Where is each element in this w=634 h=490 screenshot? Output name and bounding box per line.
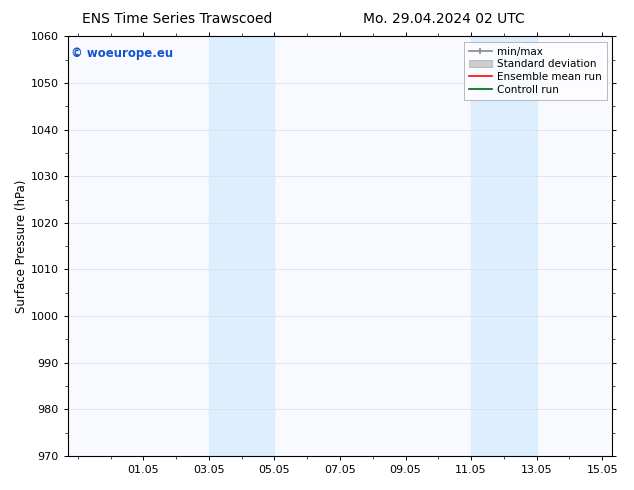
Text: Mo. 29.04.2024 02 UTC: Mo. 29.04.2024 02 UTC xyxy=(363,12,525,26)
Text: ENS Time Series Trawscoed: ENS Time Series Trawscoed xyxy=(82,12,273,26)
Legend: min/max, Standard deviation, Ensemble mean run, Controll run: min/max, Standard deviation, Ensemble me… xyxy=(463,42,607,100)
Text: © woeurope.eu: © woeurope.eu xyxy=(70,47,173,60)
Y-axis label: Surface Pressure (hPa): Surface Pressure (hPa) xyxy=(15,179,28,313)
Bar xyxy=(209,36,275,456)
Bar xyxy=(471,36,536,456)
